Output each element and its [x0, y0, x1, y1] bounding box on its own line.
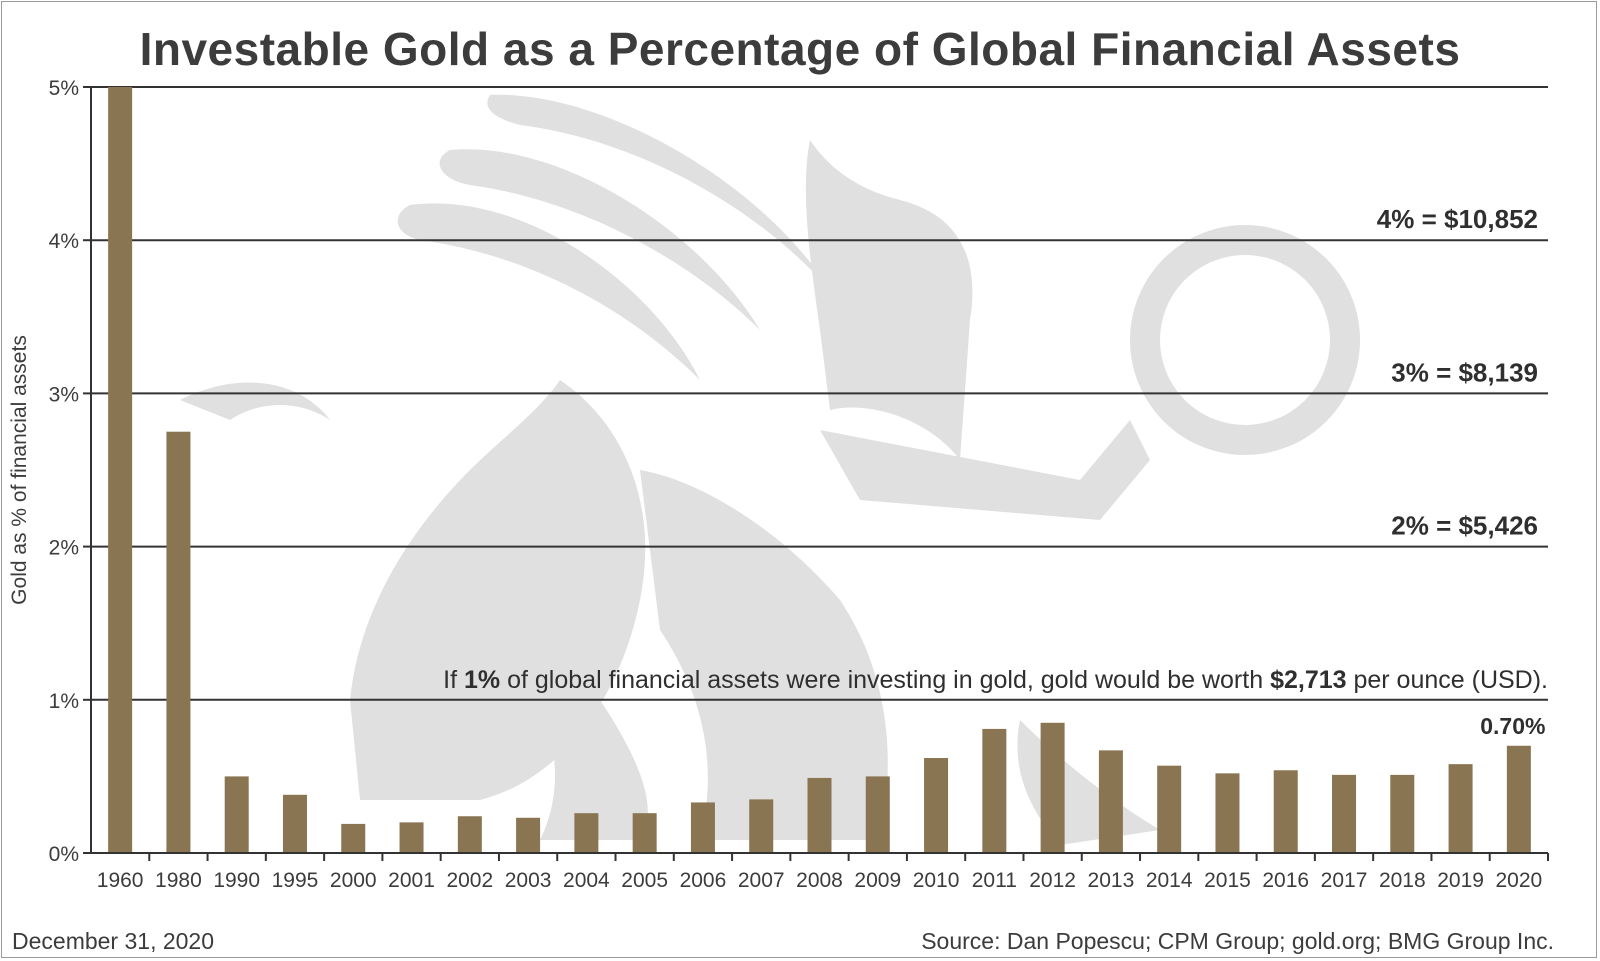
- x-tick-label: 2013: [1088, 869, 1135, 892]
- y-tick-label: 1%: [49, 690, 79, 713]
- bar: [1098, 750, 1123, 853]
- x-tick-label: 2018: [1379, 869, 1426, 892]
- bar: [399, 822, 424, 853]
- data-label: 0.70%: [1480, 713, 1545, 739]
- bar: [108, 87, 133, 853]
- x-tick-label: 2010: [913, 869, 960, 892]
- x-tick-label: 2015: [1204, 869, 1251, 892]
- y-tick-label: 0%: [49, 843, 79, 866]
- x-tick-label: 2004: [563, 869, 610, 892]
- annotation-emphasis: 1%: [464, 666, 500, 694]
- bar: [865, 776, 890, 853]
- bar: [1157, 765, 1182, 853]
- bar: [982, 728, 1007, 853]
- x-tick-label: 2008: [796, 869, 843, 892]
- bar: [1448, 764, 1473, 853]
- y-tick-label: 2%: [49, 537, 79, 560]
- annotation-text: of global financial assets were investin…: [500, 666, 1270, 694]
- annotation-note: If 1% of global financial assets were in…: [443, 666, 1548, 694]
- bar: [1215, 773, 1240, 853]
- x-tick-label: 2020: [1496, 869, 1543, 892]
- bar: [924, 758, 949, 853]
- source-label: Source: Dan Popescu; CPM Group; gold.org…: [921, 928, 1554, 954]
- x-tick-label: 2011: [972, 869, 1017, 892]
- x-tick-label: 2017: [1321, 869, 1368, 892]
- chart-title: Investable Gold as a Percentage of Globa…: [139, 23, 1461, 75]
- x-tick-label: 2014: [1146, 869, 1193, 892]
- x-tick-label: 2002: [446, 869, 493, 892]
- x-axis: 1960 1980 1990 1995 2000 2001 2002 2003 2004 2005…: [91, 852, 1549, 892]
- bar: [282, 794, 307, 853]
- x-tick-label: 2009: [854, 869, 901, 892]
- bar-series: [108, 87, 1531, 853]
- bar: [1390, 774, 1415, 853]
- bar: [166, 431, 191, 853]
- date-label: December 31, 2020: [12, 928, 215, 954]
- x-tick-label: 2001: [388, 869, 435, 892]
- annotation-text: If: [443, 666, 464, 694]
- x-tick-label: 1990: [213, 869, 260, 892]
- reference-label: 4% = $10,852: [1377, 204, 1538, 234]
- bar: [807, 777, 832, 853]
- griffin-watermark: [180, 94, 1360, 845]
- x-tick-label: 1995: [272, 869, 319, 892]
- bar: [341, 823, 366, 853]
- x-tick-label: 1980: [155, 869, 202, 892]
- bar: [749, 799, 774, 853]
- x-tick-label: 1960: [97, 869, 144, 892]
- annotation-emphasis: $2,713: [1270, 666, 1346, 694]
- x-tick-label: 2006: [680, 869, 727, 892]
- bar: [690, 802, 715, 853]
- y-axis-label: Gold as % of financial assets: [8, 335, 31, 605]
- bar: [224, 776, 249, 853]
- x-tick-label: 2012: [1029, 869, 1076, 892]
- bar: [516, 817, 541, 853]
- bar: [574, 813, 599, 853]
- gridlines: [91, 86, 1548, 701]
- annotation-text: per ounce (USD).: [1347, 666, 1548, 694]
- reference-labels: 4% = $10,852 3% = $8,139 2% = $5,426: [1377, 204, 1538, 540]
- x-tick-label: 2000: [330, 869, 377, 892]
- bar: [1273, 770, 1298, 853]
- bar: [1332, 774, 1357, 853]
- x-tick-label: 2016: [1262, 869, 1309, 892]
- x-tick-label: 2003: [505, 869, 552, 892]
- reference-label: 2% = $5,426: [1391, 511, 1538, 541]
- bar: [632, 813, 657, 853]
- bar: [1040, 722, 1065, 853]
- y-tick-label: 5%: [49, 77, 79, 100]
- reference-label: 3% = $8,139: [1391, 357, 1538, 387]
- y-tick-label: 4%: [49, 230, 79, 253]
- y-axis-ticks: 0% 1% 2% 3% 4% 5%: [49, 77, 92, 866]
- data-labels: 0.70%: [1480, 713, 1545, 739]
- bar: [457, 816, 482, 853]
- y-tick-label: 3%: [49, 383, 79, 406]
- x-tick-label: 2019: [1437, 869, 1484, 892]
- x-tick-label: 2005: [621, 869, 668, 892]
- x-tick-label: 2007: [738, 869, 785, 892]
- bar: [1506, 745, 1531, 853]
